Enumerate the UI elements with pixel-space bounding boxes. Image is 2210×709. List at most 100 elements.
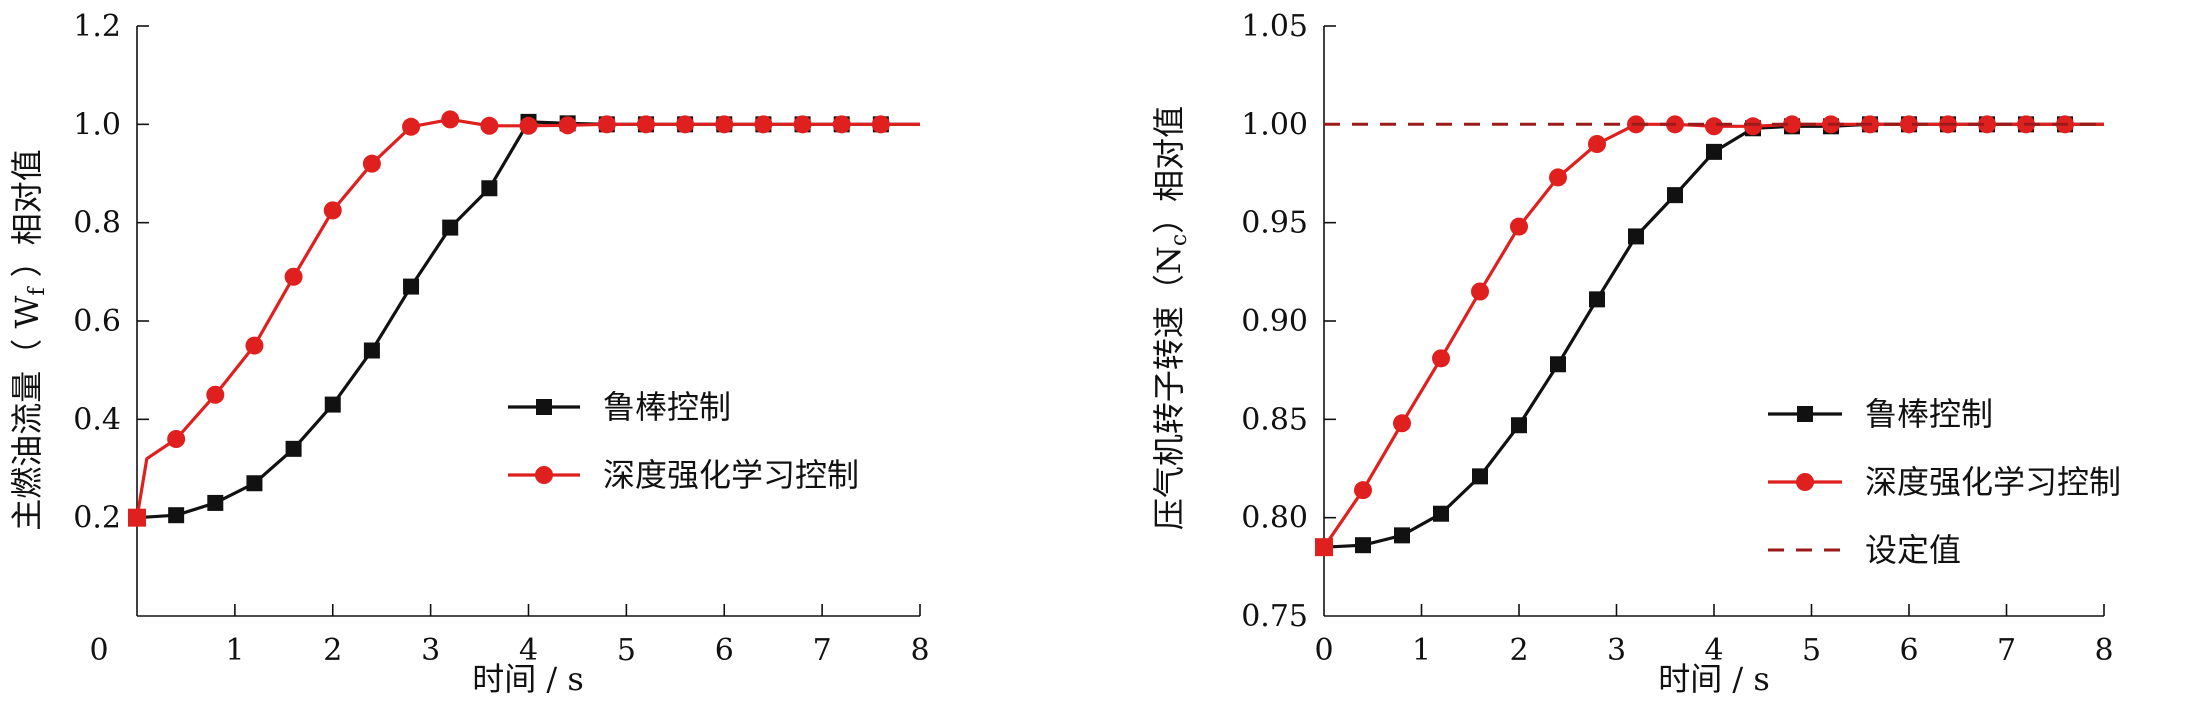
data-point [245,336,264,355]
x-tick-label: 5 [617,633,636,668]
y-tick-label: 0.6 [73,304,121,339]
legend-marker [1796,473,1814,491]
data-point [1628,228,1644,245]
data-point [1471,282,1489,301]
y-tick-label: 1.05 [1241,9,1308,44]
data-point [1550,356,1566,373]
chart-rotor-speed: 0 1 2 3 4 5 6 7 8 0.75 0.80 0.85 0.90 0.95 1.00 1.05 时间 … [1150,9,2121,698]
data-point [754,115,773,134]
data-point [1783,115,1801,134]
data-point [363,342,380,359]
y-tick-label: 1.00 [1241,107,1308,142]
y-tick-label: 0.90 [1241,304,1308,339]
y-axis-label-main: 主燃油流量（ W [8,296,46,531]
data-point [597,115,616,134]
data-point [206,385,225,404]
legend-label: 深度强化学习控制 [603,456,859,494]
data-point [324,396,341,413]
data-point [1394,527,1410,544]
data-point [362,154,381,173]
data-point [167,430,186,448]
data-point [1549,168,1567,187]
x-axis-label: 时间 / s [1658,660,1770,698]
y-tick-label: 0.8 [73,206,121,241]
legend-marker [1797,406,1813,422]
y-tick-label: 0.4 [73,402,121,437]
y-tick-label: 1.0 [73,107,121,142]
y-axis-label-tail: ）相对值 [1150,106,1188,234]
data-point [1589,291,1605,308]
data-point [636,115,655,134]
y-tick-label: 1.2 [73,9,121,44]
x-tick-label: 2 [323,633,342,668]
data-point [1432,349,1450,368]
data-point [168,507,185,524]
data-point [1705,117,1723,136]
y-axis-label: 压气机转子转速（Nc）相对值 [1150,106,1192,530]
y-axis-label-tail: ）相对值 [8,149,46,287]
x-tick-label: 8 [2094,633,2113,668]
data-point [441,110,460,129]
data-point [1667,187,1683,204]
legend-label: 鲁棒控制 [603,388,731,426]
data-point [480,116,499,135]
data-point [207,494,224,511]
data-point [442,219,459,236]
data-point [1900,115,1918,134]
data-point [403,278,420,295]
data-point [519,116,538,135]
data-point [1355,537,1371,554]
x-axis-label: 时间 / s [472,660,584,698]
y-axis-label-subscript: c [1167,234,1192,246]
data-point [402,117,421,136]
data-point [1511,417,1527,434]
data-point [715,115,734,134]
y-tick-label: 0.95 [1241,206,1308,241]
chart-fuel-flow: 1 2 3 4 5 6 7 8 0.2 0.4 0.6 0.8 1.0 1.2 0 时间 / s 主燃油流量（ … [8,9,930,698]
data-point [832,115,851,134]
legend-marker [535,466,553,484]
x-tick-label: 0 [1314,633,1333,668]
data-point [246,475,263,492]
start-point [128,508,146,527]
legend-label: 深度强化学习控制 [1865,463,2121,501]
x-tick-label: 6 [715,633,734,668]
start-point [1315,538,1333,557]
x-tick-label: 2 [1509,633,1528,668]
x-tick-label: 1 [225,633,244,668]
data-point [1510,217,1528,236]
data-point [793,115,812,134]
y-tick-label: 0.85 [1241,402,1308,437]
data-point [1588,135,1606,153]
data-point [1354,481,1372,500]
x-tick-label: 7 [813,633,832,668]
data-point [285,440,302,457]
y-tick-label: 0.2 [73,501,121,536]
x-tick-label: 8 [910,633,929,668]
data-point [1393,414,1411,433]
x-tick-label: 6 [1899,633,1918,668]
y-tick-label: 0.80 [1241,501,1308,536]
origin-label: 0 [89,633,108,668]
data-point [558,116,577,135]
legend-label: 鲁棒控制 [1865,395,1993,433]
data-point [1706,143,1722,160]
x-tick-label: 4 [1704,633,1723,668]
y-axis-label-subscript: f [25,286,50,296]
data-point [323,201,342,220]
x-tick-label: 4 [519,633,538,668]
y-tick-label: 0.75 [1241,599,1308,634]
data-point [1744,117,1762,136]
x-tick-label: 5 [1802,633,1821,668]
legend-marker [536,399,552,415]
y-axis-label: 主燃油流量（ Wf ）相对值 [8,149,50,530]
x-tick-label: 1 [1412,633,1431,668]
data-point [871,115,890,134]
x-tick-label: 7 [1997,633,2016,668]
data-point [676,115,695,134]
data-point [1433,505,1449,522]
x-tick-label: 3 [421,633,440,668]
series-line [135,117,920,518]
